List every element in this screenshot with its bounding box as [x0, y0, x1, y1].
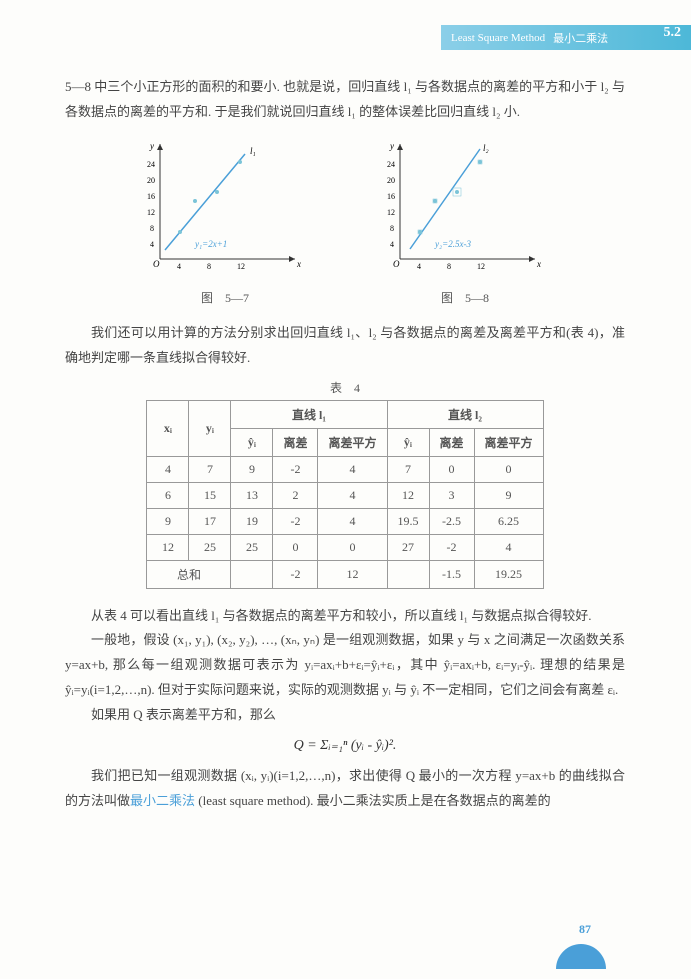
svg-text:16: 16 — [387, 192, 395, 201]
sum-label: 总和 — [147, 560, 231, 588]
svg-text:4: 4 — [417, 262, 421, 271]
svg-text:y: y — [389, 141, 394, 151]
svg-text:24: 24 — [147, 160, 155, 169]
svg-text:16: 16 — [147, 192, 155, 201]
chart-5-8-caption: 图 5—8 — [375, 289, 555, 306]
chart2-equation: y₂=2.5x-3 — [434, 239, 471, 249]
chart-5-8-svg: O x y 4 8 12 4 8 12 16 20 24 l₂ — [375, 139, 555, 279]
th-x: xᵢ — [147, 400, 189, 456]
th-dev2: 离差 — [429, 428, 474, 456]
svg-text:8: 8 — [447, 262, 451, 271]
formula-Q: Q = Σᵢ₌₁ⁿ (yᵢ - ŷᵢ)². — [65, 737, 625, 754]
header-english: Least Square Method — [451, 32, 545, 44]
th-dev1: 离差 — [273, 428, 318, 456]
table-row: 1225 2500 27-24 — [147, 534, 543, 560]
charts-container: O x y 4 8 12 4 8 12 16 20 24 l₁ y₁=2x+1 — [65, 139, 625, 306]
th-yhat2: ŷᵢ — [387, 428, 429, 456]
chart-5-7: O x y 4 8 12 4 8 12 16 20 24 l₁ y₁=2x+1 — [135, 139, 315, 306]
data-table: xᵢ yᵢ 直线 l₁ 直线 l₂ ŷᵢ 离差 离差平方 ŷᵢ 离差 离差平方 … — [146, 400, 543, 589]
table-row: 615 1324 1239 — [147, 482, 543, 508]
svg-text:12: 12 — [477, 262, 485, 271]
svg-text:x: x — [536, 259, 541, 269]
svg-text:8: 8 — [390, 224, 394, 233]
svg-text:8: 8 — [150, 224, 154, 233]
svg-text:12: 12 — [147, 208, 155, 217]
section-number: 5.2 — [664, 25, 682, 41]
svg-text:O: O — [153, 259, 160, 269]
svg-text:8: 8 — [207, 262, 211, 271]
table-caption: 表 4 — [65, 379, 625, 396]
th-yhat1: ŷᵢ — [231, 428, 273, 456]
svg-text:12: 12 — [387, 208, 395, 217]
svg-text:20: 20 — [387, 176, 395, 185]
th-y: yᵢ — [189, 400, 231, 456]
th-devsq2: 离差平方 — [474, 428, 543, 456]
chart-5-8: O x y 4 8 12 4 8 12 16 20 24 l₂ — [375, 139, 555, 306]
table-sum-row: 总和 -212 -1.519.25 — [147, 560, 543, 588]
paragraph-1: 5—8 中三个小正方形的面积的和要小. 也就是说，回归直线 l₁ 与各数据点的离… — [65, 75, 625, 124]
svg-text:12: 12 — [237, 262, 245, 271]
footer-decoration — [556, 944, 606, 969]
svg-text:l₂: l₂ — [483, 143, 489, 153]
chart-5-7-svg: O x y 4 8 12 4 8 12 16 20 24 l₁ y₁=2x+1 — [135, 139, 315, 279]
chart1-equation: y₁=2x+1 — [194, 239, 227, 249]
paragraph-5: 如果用 Q 表示离差平方和，那么 — [65, 703, 625, 728]
svg-text:x: x — [296, 259, 301, 269]
page-content: 5—8 中三个小正方形的面积的和要小. 也就是说，回归直线 l₁ 与各数据点的离… — [65, 75, 625, 814]
paragraph-3: 从表 4 可以看出直线 l₁ 与各数据点的离差平方和较小，所以直线 l₁ 与数据… — [65, 604, 625, 629]
svg-text:4: 4 — [150, 240, 154, 249]
th-devsq1: 离差平方 — [318, 428, 387, 456]
th-l2: 直线 l₂ — [387, 400, 543, 428]
chart-5-7-caption: 图 5—7 — [135, 289, 315, 306]
th-l1: 直线 l₁ — [231, 400, 387, 428]
header-chinese: 最小二乘法 — [553, 30, 608, 46]
svg-text:20: 20 — [147, 176, 155, 185]
paragraph-4: 一般地，假设 (x₁, y₁), (x₂, y₂), …, (xₙ, yₙ) 是… — [65, 628, 625, 702]
table-row: 47 9-24 700 — [147, 456, 543, 482]
svg-text:24: 24 — [387, 160, 395, 169]
svg-text:O: O — [393, 259, 400, 269]
table-row: 917 19-24 19.5-2.56.25 — [147, 508, 543, 534]
paragraph-2: 我们还可以用计算的方法分别求出回归直线 l₁、l₂ 与各数据点的离差及离差平方和… — [65, 321, 625, 370]
svg-text:4: 4 — [177, 262, 181, 271]
svg-text:4: 4 — [390, 240, 394, 249]
svg-text:l₁: l₁ — [250, 146, 256, 156]
page-number: 87 — [579, 922, 591, 937]
term-least-squares: 最小二乘法 — [130, 793, 195, 808]
paragraph-6: 我们把已知一组观测数据 (xᵢ, yᵢ)(i=1,2,…,n)，求出使得 Q 最… — [65, 764, 625, 813]
svg-text:y: y — [149, 141, 154, 151]
